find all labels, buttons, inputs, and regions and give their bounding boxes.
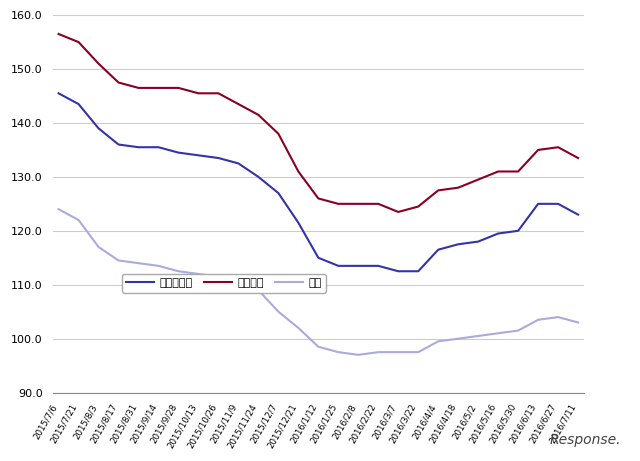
ハイオク	[534, 147, 542, 153]
レギュラー	[335, 263, 342, 269]
レギュラー	[435, 247, 442, 253]
ハイオク	[374, 201, 382, 207]
ハイオク	[55, 31, 63, 37]
ハイオク	[95, 61, 102, 66]
軽油	[75, 217, 83, 223]
軽油	[534, 317, 542, 323]
軽油	[195, 271, 202, 277]
レギュラー	[115, 142, 122, 148]
レギュラー	[235, 160, 243, 166]
軽油	[435, 338, 442, 344]
軽油	[574, 320, 582, 325]
Line: レギュラー: レギュラー	[59, 93, 578, 271]
Text: Response.: Response.	[549, 433, 621, 447]
軽油	[275, 309, 282, 314]
軽油	[55, 207, 63, 212]
レギュラー	[134, 144, 142, 150]
軽油	[214, 274, 222, 279]
軽油	[134, 260, 142, 266]
レギュラー	[355, 263, 362, 269]
レギュラー	[494, 231, 502, 236]
ハイオク	[195, 90, 202, 96]
ハイオク	[515, 169, 522, 174]
ハイオク	[294, 169, 302, 174]
ハイオク	[134, 85, 142, 91]
ハイオク	[355, 201, 362, 207]
ハイオク	[574, 155, 582, 161]
ハイオク	[394, 209, 402, 215]
Legend: レギュラー, ハイオク, 軽油: レギュラー, ハイオク, 軽油	[122, 274, 326, 293]
ハイオク	[474, 177, 482, 183]
レギュラー	[95, 125, 102, 131]
軽油	[394, 349, 402, 355]
ハイオク	[155, 85, 163, 91]
レギュラー	[75, 101, 83, 107]
レギュラー	[374, 263, 382, 269]
軽油	[554, 314, 562, 320]
軽油	[355, 352, 362, 358]
ハイオク	[314, 195, 322, 201]
Line: ハイオク: ハイオク	[59, 34, 578, 212]
軽油	[95, 244, 102, 250]
軽油	[494, 331, 502, 336]
軽油	[314, 344, 322, 349]
レギュラー	[255, 174, 262, 180]
ハイオク	[494, 169, 502, 174]
レギュラー	[55, 90, 63, 96]
ハイオク	[235, 101, 243, 107]
レギュラー	[574, 212, 582, 218]
レギュラー	[155, 144, 163, 150]
ハイオク	[335, 201, 342, 207]
ハイオク	[454, 185, 462, 190]
軽油	[415, 349, 422, 355]
ハイオク	[214, 90, 222, 96]
軽油	[515, 328, 522, 333]
レギュラー	[415, 268, 422, 274]
ハイオク	[275, 131, 282, 136]
ハイオク	[175, 85, 182, 91]
軽油	[255, 287, 262, 293]
レギュラー	[314, 255, 322, 260]
レギュラー	[214, 155, 222, 161]
軽油	[155, 263, 163, 269]
レギュラー	[474, 239, 482, 244]
ハイオク	[115, 80, 122, 85]
レギュラー	[275, 190, 282, 196]
軽油	[335, 349, 342, 355]
軽油	[474, 333, 482, 339]
レギュラー	[534, 201, 542, 207]
Line: 軽油: 軽油	[59, 209, 578, 355]
ハイオク	[415, 204, 422, 209]
レギュラー	[294, 220, 302, 225]
軽油	[235, 279, 243, 285]
ハイオク	[554, 144, 562, 150]
軽油	[175, 268, 182, 274]
ハイオク	[75, 39, 83, 45]
レギュラー	[195, 153, 202, 158]
ハイオク	[435, 188, 442, 193]
レギュラー	[515, 228, 522, 234]
レギュラー	[175, 150, 182, 155]
軽油	[454, 336, 462, 342]
ハイオク	[255, 112, 262, 118]
レギュラー	[454, 242, 462, 247]
軽油	[115, 258, 122, 263]
レギュラー	[394, 268, 402, 274]
レギュラー	[554, 201, 562, 207]
軽油	[374, 349, 382, 355]
軽油	[294, 325, 302, 331]
